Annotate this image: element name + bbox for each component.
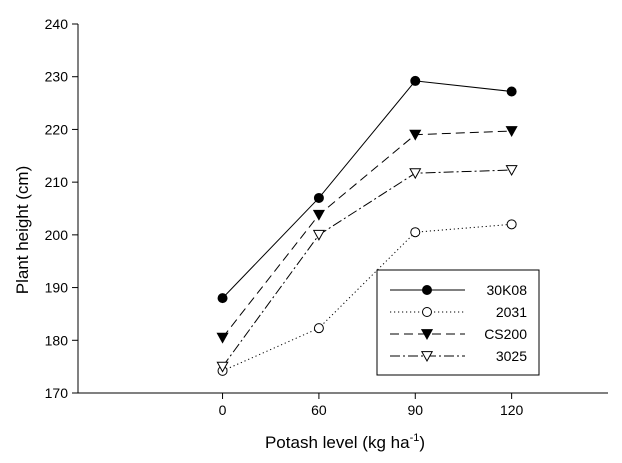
data-point bbox=[505, 126, 518, 137]
data-point bbox=[313, 192, 324, 203]
x-tick-label: 0 bbox=[219, 402, 227, 418]
data-point bbox=[217, 293, 228, 304]
legend: 30K08 2031 CS200 3025 bbox=[376, 269, 540, 376]
x-axis-title-sup: -1 bbox=[410, 432, 420, 444]
data-point bbox=[506, 86, 517, 97]
legend-entry: CS200 bbox=[390, 326, 527, 342]
legend-swatch-marker bbox=[422, 307, 432, 317]
legend-label: 2031 bbox=[496, 304, 527, 320]
data-point bbox=[313, 323, 324, 334]
series-layer bbox=[216, 75, 518, 376]
legend-swatch-marker bbox=[420, 351, 434, 362]
series-line bbox=[222, 130, 512, 338]
legend-entry: 30K08 bbox=[390, 282, 527, 298]
series-line bbox=[222, 223, 512, 372]
data-point bbox=[409, 129, 422, 141]
legend-entry: 3025 bbox=[390, 348, 527, 364]
y-tick-label: 240 bbox=[45, 16, 69, 32]
data-point bbox=[410, 75, 421, 86]
data-point bbox=[312, 209, 325, 221]
series-30K08 bbox=[217, 75, 517, 304]
data-point bbox=[216, 361, 229, 373]
y-axis-title: Plant height (cm) bbox=[13, 166, 32, 295]
x-axis-title: Potash level (kg ha-1) bbox=[265, 432, 425, 452]
series-line bbox=[222, 169, 512, 367]
data-point bbox=[312, 229, 325, 241]
y-tick-label: 210 bbox=[45, 174, 69, 190]
legend-label: CS200 bbox=[484, 326, 527, 342]
legend-swatch-marker bbox=[420, 329, 434, 340]
plot-frame bbox=[77, 24, 608, 394]
y-tick-label: 220 bbox=[45, 121, 69, 137]
x-axis-title-close: ) bbox=[419, 433, 425, 452]
y-tick-label: 180 bbox=[45, 332, 69, 348]
x-axis-ticks: 0 60 90 120 bbox=[219, 393, 524, 418]
data-point bbox=[216, 332, 229, 344]
legend-label: 3025 bbox=[496, 348, 527, 364]
series-2031 bbox=[217, 219, 517, 376]
y-tick-label: 230 bbox=[45, 69, 69, 85]
x-tick-label: 90 bbox=[407, 402, 423, 418]
data-point bbox=[505, 165, 518, 176]
y-tick-label: 200 bbox=[45, 227, 69, 243]
data-point bbox=[506, 219, 517, 230]
series-3025 bbox=[216, 165, 518, 373]
data-point bbox=[410, 227, 421, 238]
y-tick-label: 170 bbox=[45, 385, 69, 401]
x-axis-title-main: Potash level (kg ha bbox=[265, 433, 410, 452]
legend-entry: 2031 bbox=[390, 304, 527, 320]
series-line bbox=[222, 80, 512, 299]
x-tick-label: 60 bbox=[311, 402, 327, 418]
series-CS200 bbox=[216, 126, 518, 344]
data-point bbox=[409, 168, 422, 180]
y-tick-label: 190 bbox=[45, 280, 69, 296]
y-axis-ticks: 170 180 190 200 210 220 230 240 bbox=[45, 16, 78, 401]
x-tick-label: 120 bbox=[500, 402, 524, 418]
legend-box bbox=[376, 269, 540, 376]
legend-label: 30K08 bbox=[487, 282, 528, 298]
legend-swatch-marker bbox=[422, 285, 432, 295]
